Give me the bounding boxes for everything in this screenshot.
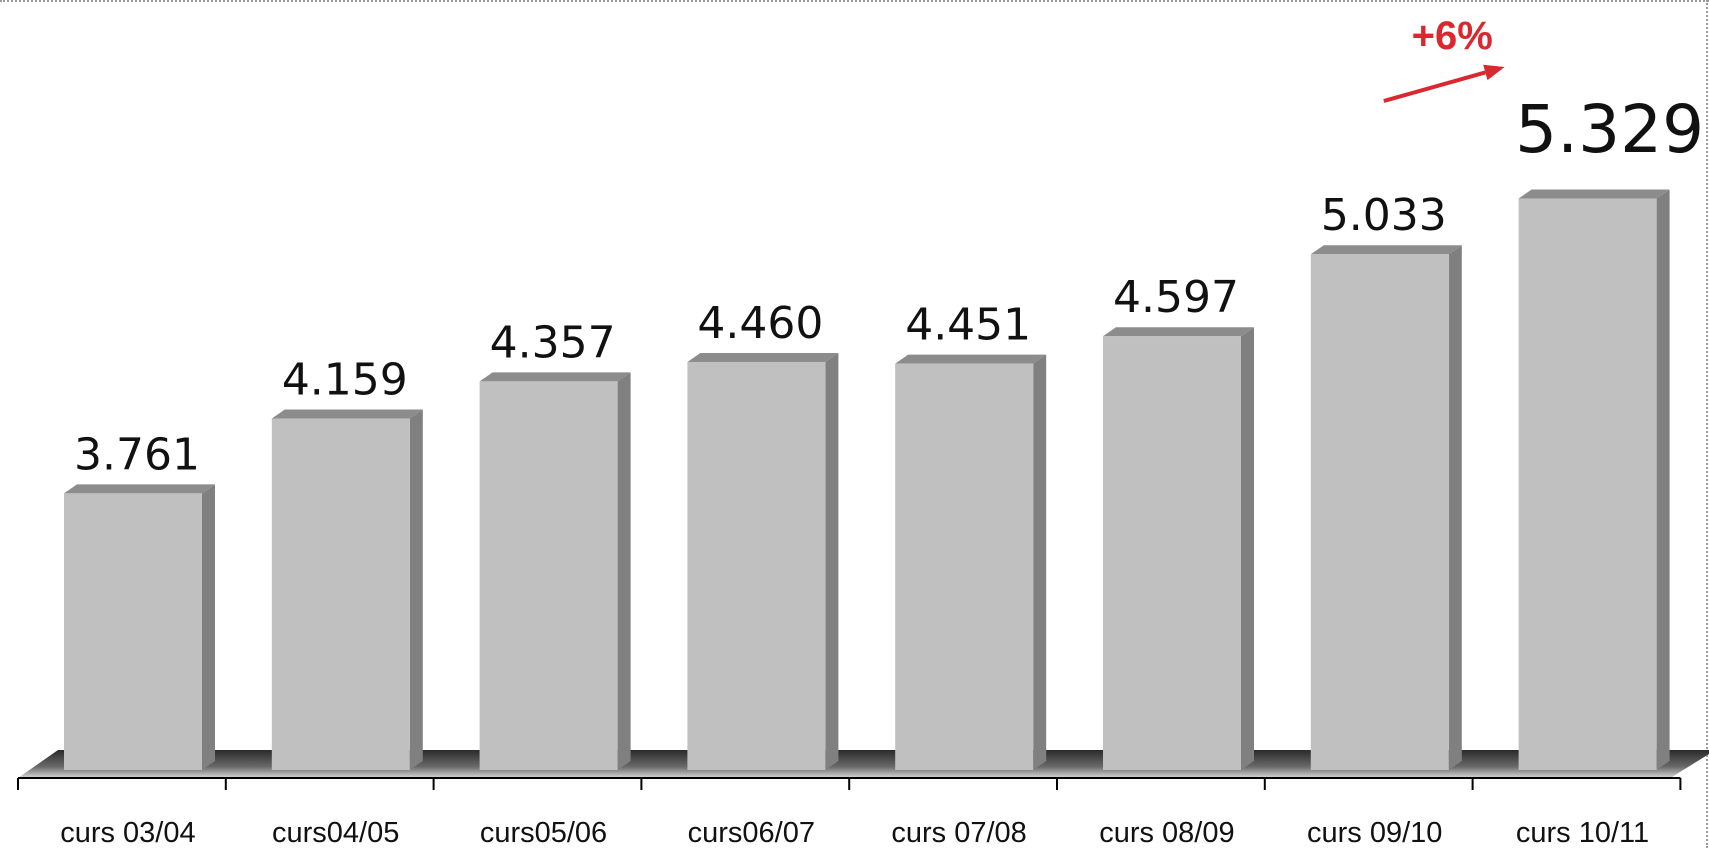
value-label-4: 4.460 [697,298,823,349]
bar-side-face [825,352,839,770]
value-label-1: 3.761 [74,429,200,480]
bar-front-face [1103,336,1241,770]
category-label-8: curs 10/11 [1516,817,1649,848]
category-label-6: curs 08/09 [1099,817,1234,848]
value-label-8: 5.329 [1515,91,1704,168]
growth-annotation: +6% [1383,14,1505,103]
bar-6 [1103,327,1254,770]
bar-5 [895,354,1047,770]
value-label-7: 5.033 [1321,190,1447,241]
bar-side-face [202,484,215,770]
chart-floor [18,750,1709,778]
category-label-3: curs05/06 [480,817,607,848]
bar-front-face [64,493,202,770]
category-label-1: curs 03/04 [60,817,195,848]
bar-side-face [1656,189,1670,770]
floor-plane [18,750,1709,778]
top-dotted-border [0,0,1709,2]
bar-8 [1518,189,1670,770]
bar-top-face [1310,245,1462,255]
bar-3 [479,372,631,770]
bar-top-face [895,354,1047,364]
bar-front-face [687,361,826,770]
value-label-2: 4.159 [282,355,408,406]
growth-arrow-line [1383,70,1486,103]
category-label-5: curs 07/08 [891,817,1026,848]
category-labels: curs 03/04 curs04/05 curs05/06 curs06/07 cur… [60,817,1649,848]
bar-top-face [271,409,423,419]
bar-front-face [895,363,1034,770]
category-label-4: curs06/07 [688,817,815,848]
bars [64,189,1670,770]
bar-top-face [479,372,631,382]
bar-side-face [409,409,423,770]
bar-side-face [617,372,631,770]
value-label-3: 4.357 [490,317,616,368]
bar-front-face [1310,254,1449,770]
growth-label: +6% [1412,14,1493,58]
bar-front-face [271,418,410,770]
bar-2 [271,409,423,770]
category-label-7: curs 09/10 [1307,817,1442,848]
right-dotted-border [1706,0,1708,848]
category-label-2: curs04/05 [272,817,399,848]
bar-front-face [1518,198,1657,770]
value-label-5: 4.451 [905,300,1031,351]
bar-top-face [687,352,839,362]
value-labels: 3.761 4.159 4.357 4.460 4.451 4.597 5.033 5.329 [74,91,1704,480]
bar-1 [64,484,215,770]
bar-top-face [1518,189,1670,199]
bar-7 [1310,245,1462,770]
bar-4 [687,352,839,770]
bar-top-face [1103,327,1254,337]
bar-side-face [1448,245,1462,770]
growth-arrow-head [1483,64,1505,81]
value-label-6: 4.597 [1113,272,1239,323]
bar-side-face [1241,327,1254,770]
x-axis [17,777,1682,790]
bar-top-face [64,484,215,494]
bar-side-face [1033,354,1047,770]
bar-front-face [479,381,618,770]
